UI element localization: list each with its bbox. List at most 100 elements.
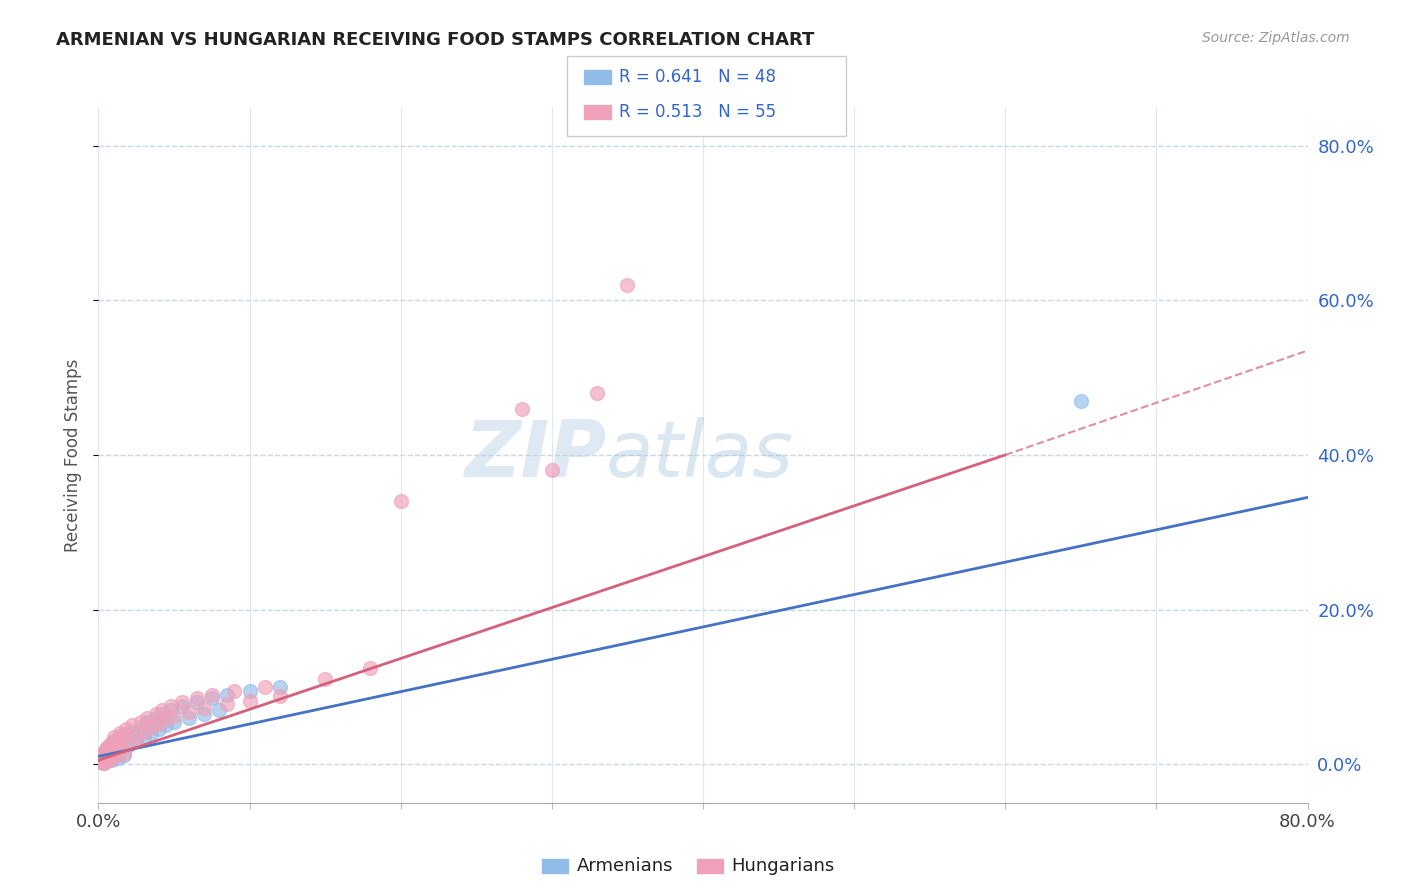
Point — [111, 732, 134, 747]
Point — [132, 730, 155, 744]
Point — [93, 746, 115, 760]
Text: ZIP: ZIP — [464, 417, 606, 493]
Point — [96, 749, 118, 764]
Point — [103, 734, 125, 748]
Point — [103, 738, 125, 752]
Point — [121, 718, 143, 732]
Point — [93, 756, 115, 770]
Text: R = 0.513   N = 55: R = 0.513 N = 55 — [619, 103, 776, 121]
Point — [93, 756, 115, 770]
Point — [105, 734, 128, 748]
Point — [104, 746, 127, 760]
Point — [110, 740, 132, 755]
Point — [100, 738, 122, 752]
Point — [100, 746, 122, 760]
Point — [108, 730, 131, 744]
Point — [586, 386, 609, 401]
Point — [239, 694, 262, 708]
Point — [186, 691, 208, 706]
Point — [89, 753, 111, 767]
Point — [132, 724, 155, 739]
Point — [141, 720, 163, 734]
Point — [148, 717, 170, 731]
Point — [111, 728, 134, 742]
Point — [94, 752, 117, 766]
Point — [540, 463, 562, 477]
Point — [90, 753, 112, 767]
Point — [100, 749, 122, 764]
Point — [107, 747, 129, 762]
Point — [110, 741, 132, 756]
Point — [155, 718, 177, 732]
Point — [94, 751, 117, 765]
Point — [112, 746, 135, 760]
Point — [103, 740, 125, 755]
Point — [141, 726, 163, 740]
Y-axis label: Receiving Food Stamps: Receiving Food Stamps — [65, 359, 83, 551]
Point — [150, 703, 173, 717]
Point — [90, 755, 112, 769]
Point — [125, 734, 148, 748]
Point — [96, 747, 118, 762]
Point — [108, 726, 131, 740]
Point — [118, 738, 141, 752]
Point — [510, 401, 533, 416]
Point — [118, 735, 141, 749]
Point — [150, 706, 173, 721]
Point — [104, 743, 127, 757]
Point — [163, 709, 186, 723]
Point — [360, 660, 382, 674]
Point — [129, 714, 152, 729]
Point — [616, 277, 638, 292]
Point — [103, 730, 125, 744]
Point — [94, 741, 117, 756]
Text: ARMENIAN VS HUNGARIAN RECEIVING FOOD STAMPS CORRELATION CHART: ARMENIAN VS HUNGARIAN RECEIVING FOOD STA… — [56, 31, 814, 49]
Point — [107, 751, 129, 765]
Point — [215, 688, 238, 702]
Point — [101, 751, 124, 765]
Point — [125, 730, 148, 744]
Point — [193, 701, 215, 715]
Point — [389, 494, 412, 508]
Text: atlas: atlas — [606, 417, 794, 493]
Point — [193, 706, 215, 721]
Point — [90, 749, 112, 764]
Point — [91, 751, 114, 765]
Point — [215, 697, 238, 711]
Point — [98, 753, 121, 767]
Point — [89, 755, 111, 769]
Point — [91, 753, 114, 767]
Point — [93, 747, 115, 762]
Point — [208, 703, 231, 717]
Point — [239, 683, 262, 698]
Point — [186, 695, 208, 709]
Point — [145, 711, 167, 725]
Point — [201, 688, 224, 702]
Point — [101, 753, 124, 767]
Point — [91, 749, 114, 764]
Point — [91, 746, 114, 760]
Point — [155, 712, 177, 726]
Point — [253, 680, 276, 694]
Point — [135, 711, 157, 725]
Point — [1070, 393, 1092, 408]
Point — [121, 724, 143, 739]
Point — [90, 751, 112, 765]
Point — [269, 689, 291, 703]
Point — [100, 735, 122, 749]
Text: Hungarians: Hungarians — [731, 857, 834, 875]
Point — [114, 723, 136, 737]
Point — [179, 705, 201, 719]
Point — [96, 753, 118, 767]
Point — [145, 706, 167, 721]
Point — [170, 699, 193, 714]
Text: Armenians: Armenians — [576, 857, 673, 875]
Point — [129, 720, 152, 734]
Point — [114, 728, 136, 742]
Point — [160, 699, 183, 714]
Point — [224, 683, 246, 698]
Point — [269, 680, 291, 694]
Point — [179, 711, 201, 725]
Point — [170, 695, 193, 709]
Point — [135, 714, 157, 729]
